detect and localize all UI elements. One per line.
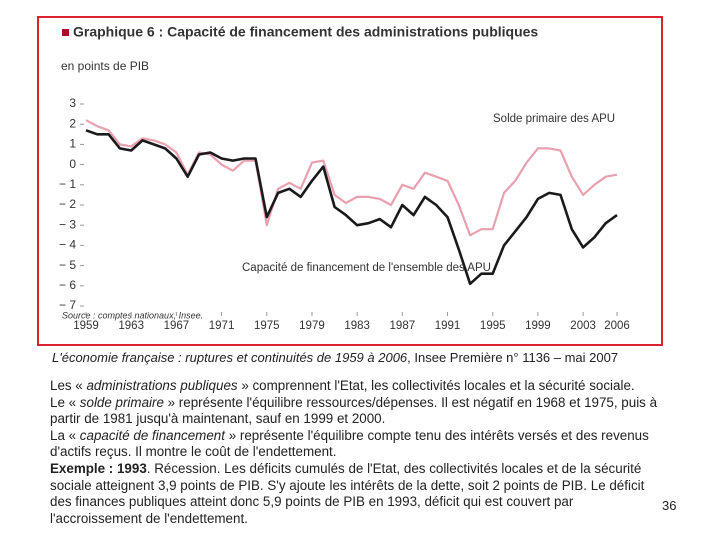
text: Le «	[50, 394, 80, 410]
series-line	[85, 119, 618, 237]
x-tick-label: 1987	[390, 320, 416, 332]
x-tick-label: 1995	[480, 320, 506, 332]
paragraph: Exemple : 1993. Récession. Les déficits …	[50, 461, 660, 527]
x-tick-label: 1959	[73, 320, 99, 332]
x-tick-label: 1975	[254, 320, 280, 332]
text: » représente l'équilibre compte tenu des…	[50, 427, 649, 460]
paragraph: La « capacité de financement » représent…	[50, 428, 660, 461]
x-tick-label: 1983	[344, 320, 370, 332]
caption-title: L'économie française : ruptures et conti…	[52, 350, 408, 365]
x-tick-label: 1967	[164, 320, 190, 332]
paragraph: Le « solde primaire » représente l'équil…	[50, 395, 660, 428]
y-axis-label: en points de PIB	[61, 59, 149, 73]
x-tick-label: 1971	[209, 320, 235, 332]
y-tick-label: 0	[69, 157, 76, 171]
page-number: 36	[662, 498, 677, 513]
y-tick-label: − 7	[59, 298, 76, 312]
x-tick-label: 2003	[570, 320, 596, 332]
text: . Récession. Les déficits cumulés de l'E…	[50, 460, 645, 526]
series-label: Capacité de financement de l'ensemble de…	[242, 262, 491, 274]
y-tick-label: 1	[69, 137, 76, 151]
y-tick-label: − 2	[59, 197, 76, 211]
text: Les «	[50, 378, 87, 393]
y-tick-label: − 5	[59, 258, 76, 272]
y-tick-label: − 1	[59, 177, 76, 191]
example-label: Exemple : 1993	[50, 460, 147, 476]
term: solde primaire	[79, 394, 164, 410]
y-tick-label: − 3	[59, 217, 76, 231]
series-line	[85, 129, 618, 286]
x-tick-label: 1963	[118, 320, 144, 332]
x-tick-label: 2006	[604, 320, 630, 332]
term: administrations publiques	[86, 378, 238, 393]
text: » représente l'équilibre ressources/dépe…	[50, 394, 658, 427]
y-tick-label: 2	[69, 116, 76, 130]
x-tick-label: 1979	[299, 320, 325, 332]
text: » comprennent l'Etat, les collectivités …	[237, 378, 635, 393]
text: La «	[50, 427, 80, 443]
chart-title: Graphique 6 : Capacité de financement de…	[73, 24, 538, 40]
y-tick-label: − 6	[59, 278, 76, 292]
x-tick-label: 1991	[435, 320, 461, 332]
series-label: Solde primaire des APU	[493, 113, 615, 125]
term: capacité de financement	[79, 427, 225, 443]
x-tick-label: 1999	[525, 320, 551, 332]
caption: L'économie française : ruptures et conti…	[52, 350, 692, 365]
source: Source : comptes nationaux, Insee.	[62, 310, 203, 320]
chart: Graphique 6 : Capacité de financement de…	[37, 16, 663, 346]
body-text: Les « administrations publiques » compre…	[50, 378, 660, 527]
caption-ref: , Insee Première n° 1136 – mai 2007	[407, 350, 619, 365]
title-marker	[62, 29, 69, 36]
chart-frame	[37, 16, 663, 346]
paragraph: Les « administrations publiques » compre…	[50, 378, 660, 395]
y-tick-label: − 4	[59, 238, 76, 252]
y-tick-label: 3	[69, 96, 76, 110]
